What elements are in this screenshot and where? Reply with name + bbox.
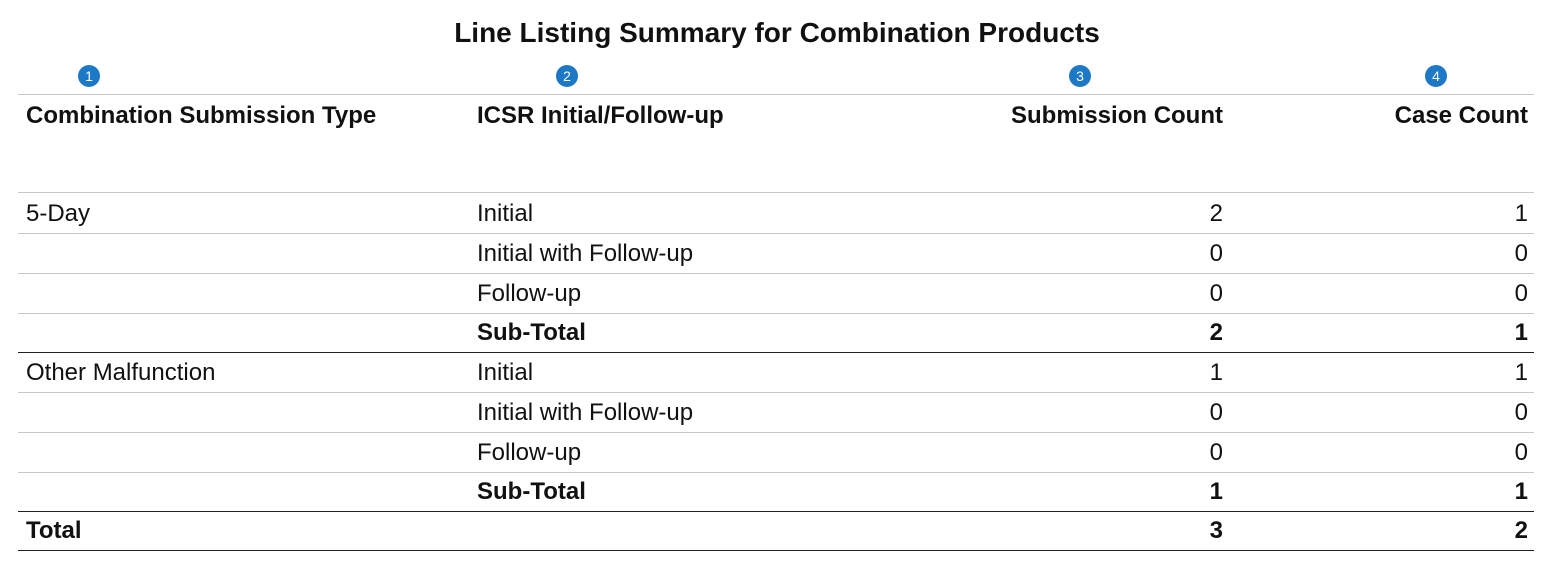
column-marker-2: 2 bbox=[556, 65, 578, 87]
table-bottom-rule bbox=[18, 550, 1534, 551]
row-divider bbox=[18, 392, 1534, 393]
group-divider bbox=[18, 352, 1534, 353]
submission-count-cell: 0 bbox=[1209, 240, 1223, 267]
column-header-case-count: Case Count bbox=[1394, 102, 1528, 129]
column-marker-4: 4 bbox=[1425, 65, 1447, 87]
case-count-cell: 0 bbox=[1514, 280, 1528, 307]
submission-type-cell: Other Malfunction bbox=[26, 359, 216, 386]
row-divider bbox=[18, 273, 1534, 274]
icsr-cell: Follow-up bbox=[477, 439, 582, 466]
submission-count-cell: 0 bbox=[1209, 399, 1223, 426]
subtotal-label: Sub-Total bbox=[477, 478, 586, 505]
subtotal-submission-count: 2 bbox=[1209, 319, 1223, 346]
submission-type-cell: 5-Day bbox=[26, 200, 91, 227]
case-count-cell: 0 bbox=[1514, 399, 1528, 426]
group-divider bbox=[18, 511, 1534, 512]
header-top-rule bbox=[18, 94, 1534, 95]
icsr-cell: Initial with Follow-up bbox=[477, 240, 694, 267]
column-header-icsr: ICSR Initial/Follow-up bbox=[477, 102, 724, 129]
submission-count-cell: 2 bbox=[1209, 200, 1223, 227]
column-marker-3: 3 bbox=[1069, 65, 1091, 87]
total-label: Total bbox=[26, 517, 82, 544]
report-title: Line Listing Summary for Combination Pro… bbox=[454, 17, 1100, 48]
case-count-cell: 0 bbox=[1514, 439, 1528, 466]
submission-count-cell: 0 bbox=[1209, 439, 1223, 466]
submission-count-cell: 1 bbox=[1209, 359, 1223, 386]
subtotal-case-count: 1 bbox=[1514, 319, 1528, 346]
column-header-submission-type: Combination Submission Type bbox=[26, 102, 377, 129]
submission-count-cell: 0 bbox=[1209, 280, 1223, 307]
row-divider bbox=[18, 432, 1534, 433]
icsr-cell: Initial bbox=[477, 359, 534, 386]
header-bottom-rule bbox=[18, 192, 1534, 193]
subtotal-label: Sub-Total bbox=[477, 319, 586, 346]
icsr-cell: Initial bbox=[477, 200, 534, 227]
icsr-cell: Follow-up bbox=[477, 280, 582, 307]
icsr-cell: Initial with Follow-up bbox=[477, 399, 694, 426]
column-marker-1: 1 bbox=[78, 65, 100, 87]
case-count-cell: 1 bbox=[1514, 200, 1528, 227]
subtotal-submission-count: 1 bbox=[1209, 478, 1223, 505]
total-submission-count: 3 bbox=[1209, 517, 1223, 544]
row-divider bbox=[18, 472, 1534, 473]
case-count-cell: 1 bbox=[1514, 359, 1528, 386]
subtotal-case-count: 1 bbox=[1514, 478, 1528, 505]
row-divider bbox=[18, 313, 1534, 314]
row-divider bbox=[18, 233, 1534, 234]
case-count-cell: 0 bbox=[1514, 240, 1528, 267]
total-case-count: 2 bbox=[1514, 517, 1528, 544]
column-header-submission-count: Submission Count bbox=[1011, 102, 1223, 129]
